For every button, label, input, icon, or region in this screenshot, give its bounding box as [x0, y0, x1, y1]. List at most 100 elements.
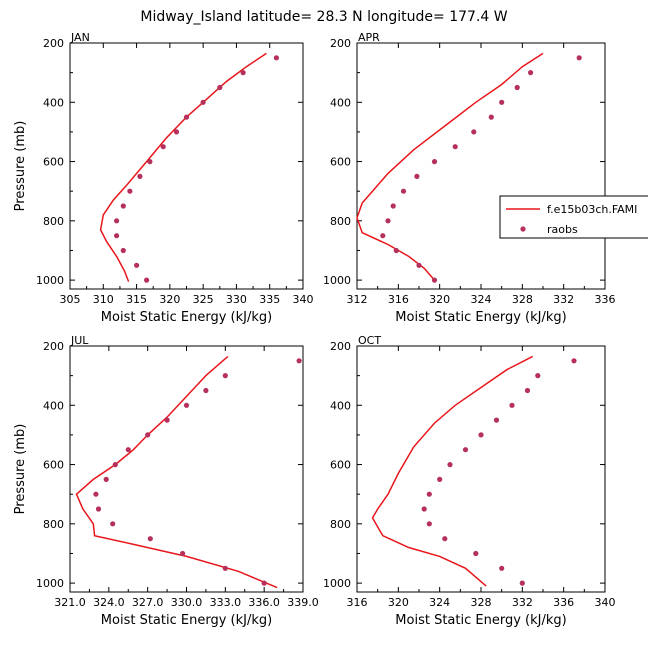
oct-panel-label: OCT [358, 334, 381, 347]
apr-panel-label: APR [358, 31, 380, 44]
oct-y-tick-label: 400 [330, 399, 351, 412]
apr-raobs-point [528, 70, 534, 76]
jan-y-tick-label: 400 [43, 96, 64, 109]
apr-raobs-point [452, 144, 458, 150]
jul-raobs-point [145, 432, 151, 438]
jul-x-tick-label: 324.0 [93, 596, 125, 609]
apr-x-tick-label: 320 [429, 293, 450, 306]
jan-y-tick-label: 800 [43, 215, 64, 228]
jan-x-tick-label: 315 [126, 293, 147, 306]
jan-raobs-point [200, 99, 206, 105]
jan-model-line [99, 52, 267, 282]
jan-raobs-point [114, 218, 120, 224]
apr-raobs-point [380, 233, 386, 239]
jan-raobs-point [114, 233, 120, 239]
legend-model-label: f.e15b03ch.FAMI [547, 203, 637, 216]
jul-y-tick-label: 800 [43, 518, 64, 531]
jan-raobs-point [183, 114, 190, 120]
jan-x-tick-label: 335 [259, 293, 280, 306]
apr-x-tick-label: 324 [471, 293, 492, 306]
oct-x-tick-label: 340 [595, 596, 616, 609]
legend-box [499, 195, 648, 239]
apr-raobs-point [431, 159, 438, 165]
apr-plot-frame [356, 42, 606, 290]
apr-raobs-point [488, 114, 494, 120]
apr-raobs-point [416, 262, 422, 268]
jul-raobs-point [261, 580, 267, 586]
oct-raobs-point [571, 358, 577, 364]
jan-raobs-point [273, 55, 279, 61]
jan-x-tick-label: 305 [60, 293, 81, 306]
jan-raobs-point [120, 203, 126, 209]
jan-x-tick-label: 320 [159, 293, 180, 306]
oct-raobs-point [437, 476, 443, 482]
oct-plot-frame [356, 345, 606, 593]
jan-raobs-point [217, 84, 223, 91]
apr-raobs-point [514, 84, 520, 91]
jan-raobs-point [134, 262, 140, 268]
jul-x-tick-label: 330.0 [171, 596, 203, 609]
legend: f.e15b03ch.FAMI raobs [499, 195, 648, 239]
jul-raobs-point [183, 402, 190, 408]
jan-y-tick-label: 1000 [36, 274, 64, 287]
oct-raobs-point [493, 417, 500, 423]
jul-x-tick-label: 336.0 [248, 596, 280, 609]
legend-obs-label: raobs [547, 223, 578, 236]
jul-x-tick-label: 333.0 [210, 596, 242, 609]
apr-raobs-point [385, 218, 391, 224]
jul-y-tick-label: 1000 [36, 577, 64, 590]
panels: JAN 305 310 315 320 325 330 335 340 200 400 600 800 1… [13, 31, 616, 628]
oct-x-tick-label: 336 [553, 596, 574, 609]
apr-x-tick-label: 316 [388, 293, 409, 306]
oct-panel: OCT 316 320 324 328 332 336 340 200 400 600 800 1000… [323, 334, 616, 628]
jul-x-tick-label: 339.0 [287, 596, 319, 609]
jul-y-tick-label: 600 [43, 459, 64, 472]
oct-y-tick-label: 600 [330, 459, 351, 472]
jan-panel: JAN 305 310 315 320 325 330 335 340 200 400 600 800 1… [13, 31, 314, 325]
jul-model-line [75, 355, 278, 589]
oct-raobs-point [519, 580, 525, 586]
jan-x-axis-label: Moist Static Energy (kJ/kg) [101, 310, 272, 325]
apr-x-tick-label: 332 [553, 293, 574, 306]
apr-raobs-point [576, 55, 582, 61]
jul-x-tick-label: 321.0 [54, 596, 86, 609]
jul-raobs-point [296, 358, 302, 364]
apr-raobs-point [393, 247, 399, 254]
jul-raobs-point [93, 491, 99, 497]
jan-y-tick-label: 600 [43, 156, 64, 169]
jan-y-axis-label: Pressure (mb) [13, 121, 28, 212]
jul-raobs-point [180, 550, 186, 557]
jul-raobs-point [222, 373, 228, 379]
oct-x-tick-label: 320 [388, 596, 409, 609]
oct-raobs-point [426, 491, 432, 497]
apr-y-tick-label: 800 [330, 215, 351, 228]
jul-raobs-point [125, 447, 131, 453]
apr-raobs-point [471, 129, 477, 135]
jan-raobs-point [147, 159, 153, 165]
jul-raobs-point [110, 521, 116, 527]
apr-raobs-point [431, 277, 438, 283]
oct-raobs-point [509, 402, 515, 408]
jul-raobs-point [112, 462, 118, 468]
oct-x-tick-label: 324 [429, 596, 450, 609]
oct-model-line [371, 355, 534, 587]
jul-plot-frame [69, 345, 304, 593]
jul-raobs-point [222, 565, 228, 571]
oct-raobs-point [473, 550, 479, 557]
oct-raobs-point [535, 373, 541, 379]
oct-raobs-point [499, 565, 505, 571]
jan-x-tick-label: 310 [93, 293, 114, 306]
jan-panel-label: JAN [70, 31, 90, 44]
jul-y-axis-label: Pressure (mb) [13, 424, 28, 515]
apr-x-tick-label: 328 [512, 293, 533, 306]
jul-raobs-point [164, 417, 170, 423]
jul-y-tick-label: 400 [43, 399, 64, 412]
oct-y-tick-label: 800 [330, 518, 351, 531]
oct-y-tick-label: 1000 [323, 577, 351, 590]
apr-raobs-point [390, 203, 396, 209]
oct-y-tick-label: 200 [330, 340, 351, 353]
jul-panel: JUL 321.0 324.0 327.0 330.0 333.0 336.0 339.0 20… [13, 334, 319, 628]
oct-raobs-point [426, 521, 432, 527]
jan-raobs-point [127, 188, 133, 194]
